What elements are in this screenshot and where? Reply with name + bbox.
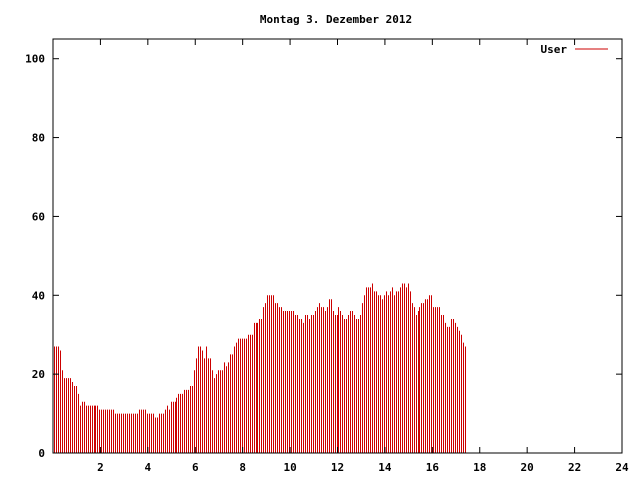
y-tick-label: 80	[32, 132, 45, 145]
x-tick-label: 2	[97, 461, 104, 474]
x-tick-label: 20	[521, 461, 534, 474]
x-tick-label: 24	[615, 461, 629, 474]
x-tick-label: 4	[145, 461, 152, 474]
y-tick-label: 20	[32, 368, 45, 381]
x-tick-label: 12	[331, 461, 344, 474]
x-tick-label: 18	[473, 461, 486, 474]
x-tick-label: 22	[568, 461, 581, 474]
bars-group	[54, 283, 466, 453]
x-tick-label: 16	[426, 461, 440, 474]
y-tick-label: 100	[25, 53, 45, 66]
legend: User	[541, 43, 608, 56]
x-tick-label: 6	[192, 461, 199, 474]
x-tick-label: 14	[378, 461, 392, 474]
x-tick-label: 8	[239, 461, 246, 474]
legend-label: User	[541, 43, 568, 56]
y-tick-label: 40	[32, 289, 45, 302]
y-tick-label: 60	[32, 210, 45, 223]
y-tick-label: 0	[38, 447, 45, 460]
x-tick-label: 10	[283, 461, 296, 474]
chart-title: Montag 3. Dezember 2012	[260, 13, 412, 26]
